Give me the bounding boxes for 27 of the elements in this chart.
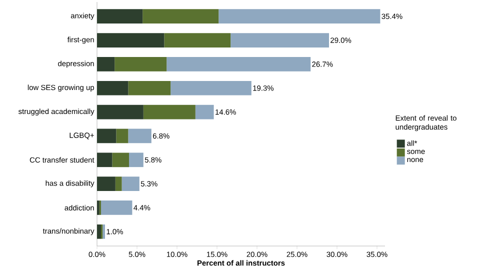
bar (164, 33, 231, 48)
bar (116, 128, 128, 144)
bar (102, 224, 106, 239)
bar (218, 9, 380, 24)
bar (97, 9, 143, 24)
bar (230, 33, 330, 48)
bar (128, 80, 171, 96)
bar (97, 152, 112, 168)
bar (112, 152, 130, 168)
bar (129, 152, 144, 168)
bar (114, 57, 167, 72)
bar (97, 33, 164, 48)
bar (143, 104, 196, 120)
bar (97, 57, 115, 72)
bar (170, 80, 252, 96)
bar (101, 200, 132, 215)
bar (195, 104, 214, 120)
bar (97, 104, 144, 120)
bar (128, 128, 152, 144)
bar (97, 176, 116, 191)
bar (115, 176, 122, 191)
bar (97, 224, 102, 239)
bar (122, 176, 140, 191)
bar (166, 57, 311, 72)
bar (97, 80, 128, 96)
bar (142, 9, 219, 24)
bar (97, 128, 116, 144)
